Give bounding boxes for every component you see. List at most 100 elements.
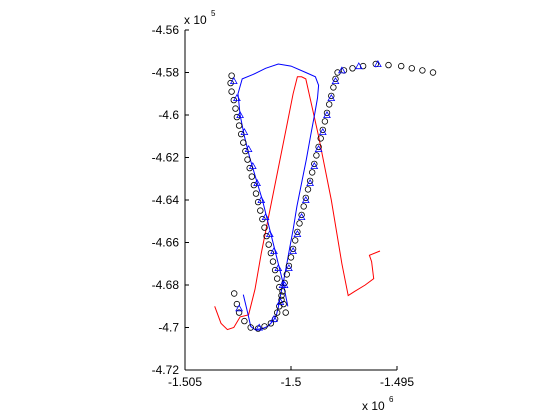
circle-point xyxy=(263,232,270,240)
x-multiplier-exponent: 6 xyxy=(389,395,394,404)
track-path-line xyxy=(214,76,381,331)
circle-point xyxy=(289,245,297,253)
circle-point xyxy=(292,237,299,244)
circle-point xyxy=(317,135,324,142)
y-multiplier-base: x 10 xyxy=(184,13,207,27)
triangle-point xyxy=(274,263,283,272)
circle-point xyxy=(332,75,339,83)
y-tick-label: -4.68 xyxy=(152,278,180,292)
circle-point xyxy=(311,160,318,168)
circle-point xyxy=(233,300,241,308)
circle-point xyxy=(271,266,279,274)
circle-point xyxy=(280,300,287,308)
triangle-point xyxy=(276,297,285,306)
circle-point xyxy=(233,113,241,121)
triangle-point xyxy=(318,127,327,136)
circle-point xyxy=(330,84,337,91)
circle-point xyxy=(248,173,255,180)
triangle-point xyxy=(233,93,241,101)
circle-point xyxy=(228,88,235,95)
circle-point xyxy=(261,224,268,231)
circle-point xyxy=(298,211,305,219)
circle-point xyxy=(408,65,415,72)
triangle-point xyxy=(306,178,314,187)
y-tick-label: -4.58 xyxy=(152,66,180,80)
circle-point xyxy=(246,164,253,172)
y-tick-label: -4.56 xyxy=(152,23,180,37)
circle-point xyxy=(294,228,301,236)
circle-point xyxy=(257,207,264,214)
triangle-point xyxy=(244,144,253,153)
circle-point xyxy=(242,147,249,155)
y-multiplier-exponent: 5 xyxy=(211,9,216,18)
x-tick-label: -1.5 xyxy=(281,375,302,389)
circle-point xyxy=(228,72,235,79)
circle-point xyxy=(240,139,247,146)
triangle-point xyxy=(327,93,336,101)
triangle-point xyxy=(270,246,278,255)
circle-point xyxy=(285,262,293,270)
y-tick-label: -4.62 xyxy=(152,151,180,165)
circle-point xyxy=(282,309,289,316)
circle-point xyxy=(349,65,356,72)
triangle-point xyxy=(289,246,297,255)
triangle-point xyxy=(248,161,257,170)
circle-point xyxy=(319,126,326,134)
circle-point xyxy=(265,241,272,248)
circle-point xyxy=(323,109,331,117)
circle-point xyxy=(232,105,239,112)
circle-point xyxy=(274,275,281,282)
y-tick-label: -4.64 xyxy=(152,193,180,207)
circle-point xyxy=(230,290,238,297)
triangle-point xyxy=(354,62,363,70)
triangle-point xyxy=(285,263,293,272)
circle-point xyxy=(267,249,275,257)
triangle-point xyxy=(261,212,270,221)
circle-point xyxy=(247,324,254,331)
circle-point xyxy=(261,323,268,330)
circle-point xyxy=(385,61,392,69)
y-tick-label: -4.72 xyxy=(152,363,180,377)
circle-point xyxy=(227,79,234,87)
circle-point xyxy=(267,320,275,327)
circle-point xyxy=(315,143,322,151)
triangle-point xyxy=(293,229,302,238)
circle-point xyxy=(283,271,290,278)
circle-point xyxy=(419,67,426,74)
data-layer xyxy=(214,59,437,332)
triangle-point xyxy=(297,212,306,221)
circle-point xyxy=(250,181,258,189)
tick-labels: -4.72 -4.7 -4.68 -4.66 -4.64 -4.62 -4.6 -4.58 -4… xyxy=(152,23,415,389)
triangle-point xyxy=(236,110,244,118)
circle-point xyxy=(230,96,237,104)
circle-point xyxy=(241,317,248,325)
circle-point xyxy=(302,194,309,202)
circle-point xyxy=(306,177,314,185)
triangle-point xyxy=(374,59,382,67)
triangle-point xyxy=(235,304,243,312)
circle-point xyxy=(235,122,243,129)
circle-point xyxy=(279,288,286,295)
triangle-point xyxy=(331,76,340,84)
x-tick-label: -1.505 xyxy=(168,375,202,389)
x-multiplier-base: x 10 xyxy=(362,399,385,413)
circle-point xyxy=(398,62,405,70)
triangle-point xyxy=(301,195,310,204)
circle-point xyxy=(429,69,437,76)
x-tick-label: -1.495 xyxy=(380,375,414,389)
circle-point xyxy=(244,156,251,163)
circle-point xyxy=(313,152,320,159)
y-tick-label: -4.6 xyxy=(158,108,179,122)
circle-point xyxy=(254,198,262,206)
triangle-point xyxy=(310,161,319,170)
circle-point xyxy=(235,309,243,316)
triangle-point xyxy=(229,76,238,84)
triangle-point xyxy=(314,144,323,153)
circle-point xyxy=(287,254,295,261)
y-tick-label: -4.66 xyxy=(152,236,180,250)
triangle-point xyxy=(338,66,346,74)
circle-point xyxy=(274,309,281,316)
triangle-point xyxy=(240,127,249,136)
circle-point xyxy=(359,62,367,70)
